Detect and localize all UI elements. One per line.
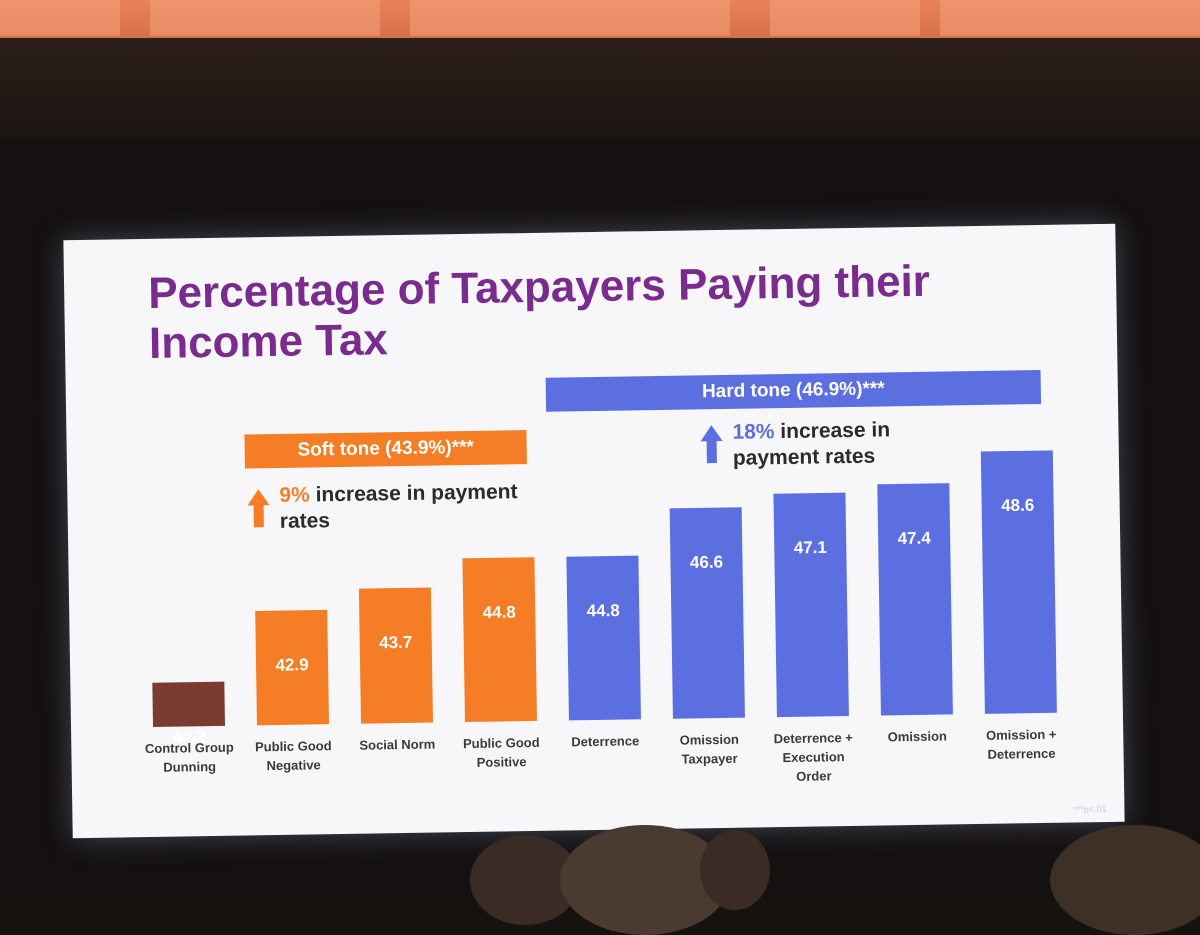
- bar-8: [877, 483, 953, 716]
- category-label: Deterrence: [571, 733, 639, 749]
- ceiling-light: [940, 0, 1200, 36]
- bar-4: [462, 557, 537, 723]
- bar-2: [255, 609, 330, 726]
- ceiling-light: [770, 0, 920, 36]
- audience-head: [700, 830, 770, 910]
- bar-9: [980, 450, 1057, 714]
- significance-footnote: ***p<.01: [1073, 803, 1107, 815]
- category-label: Social Norm: [359, 737, 435, 753]
- bar-value-label: 48.6: [1001, 496, 1034, 516]
- category-label: Deterrence +ExecutionOrder: [774, 730, 854, 784]
- projection-screen: Percentage of Taxpayers Paying their Inc…: [63, 223, 1125, 839]
- category-label: Omission +Deterrence: [986, 727, 1057, 762]
- bar-value-label: 42.9: [275, 655, 308, 675]
- category-label: Public GoodNegative: [255, 738, 332, 773]
- bar-5: [566, 555, 641, 721]
- bar-6: [669, 507, 745, 719]
- ceiling-light: [150, 0, 380, 36]
- ceiling-light: [410, 0, 730, 36]
- bar-value-label: 47.1: [794, 538, 827, 558]
- category-label: OmissionTaxpayer: [680, 732, 740, 767]
- ceiling-light: [0, 0, 120, 36]
- bar-7: [773, 492, 849, 718]
- bar-value-label: 44.8: [587, 601, 620, 621]
- category-label: Public GoodPositive: [463, 735, 540, 770]
- screen-valance: [0, 38, 1200, 138]
- category-label: Control GroupDunning: [145, 740, 234, 775]
- bar-value-label: 46.6: [690, 553, 723, 573]
- audience-head: [1050, 825, 1200, 935]
- bar-value-label: 40.2: [172, 727, 205, 747]
- bar-value-label: 43.7: [379, 633, 412, 653]
- bar-value-label: 47.4: [897, 528, 931, 548]
- bar-1: [152, 681, 226, 727]
- bar-value-label: 44.8: [483, 603, 516, 623]
- category-label: Omission: [888, 728, 948, 744]
- bar-3: [358, 587, 433, 724]
